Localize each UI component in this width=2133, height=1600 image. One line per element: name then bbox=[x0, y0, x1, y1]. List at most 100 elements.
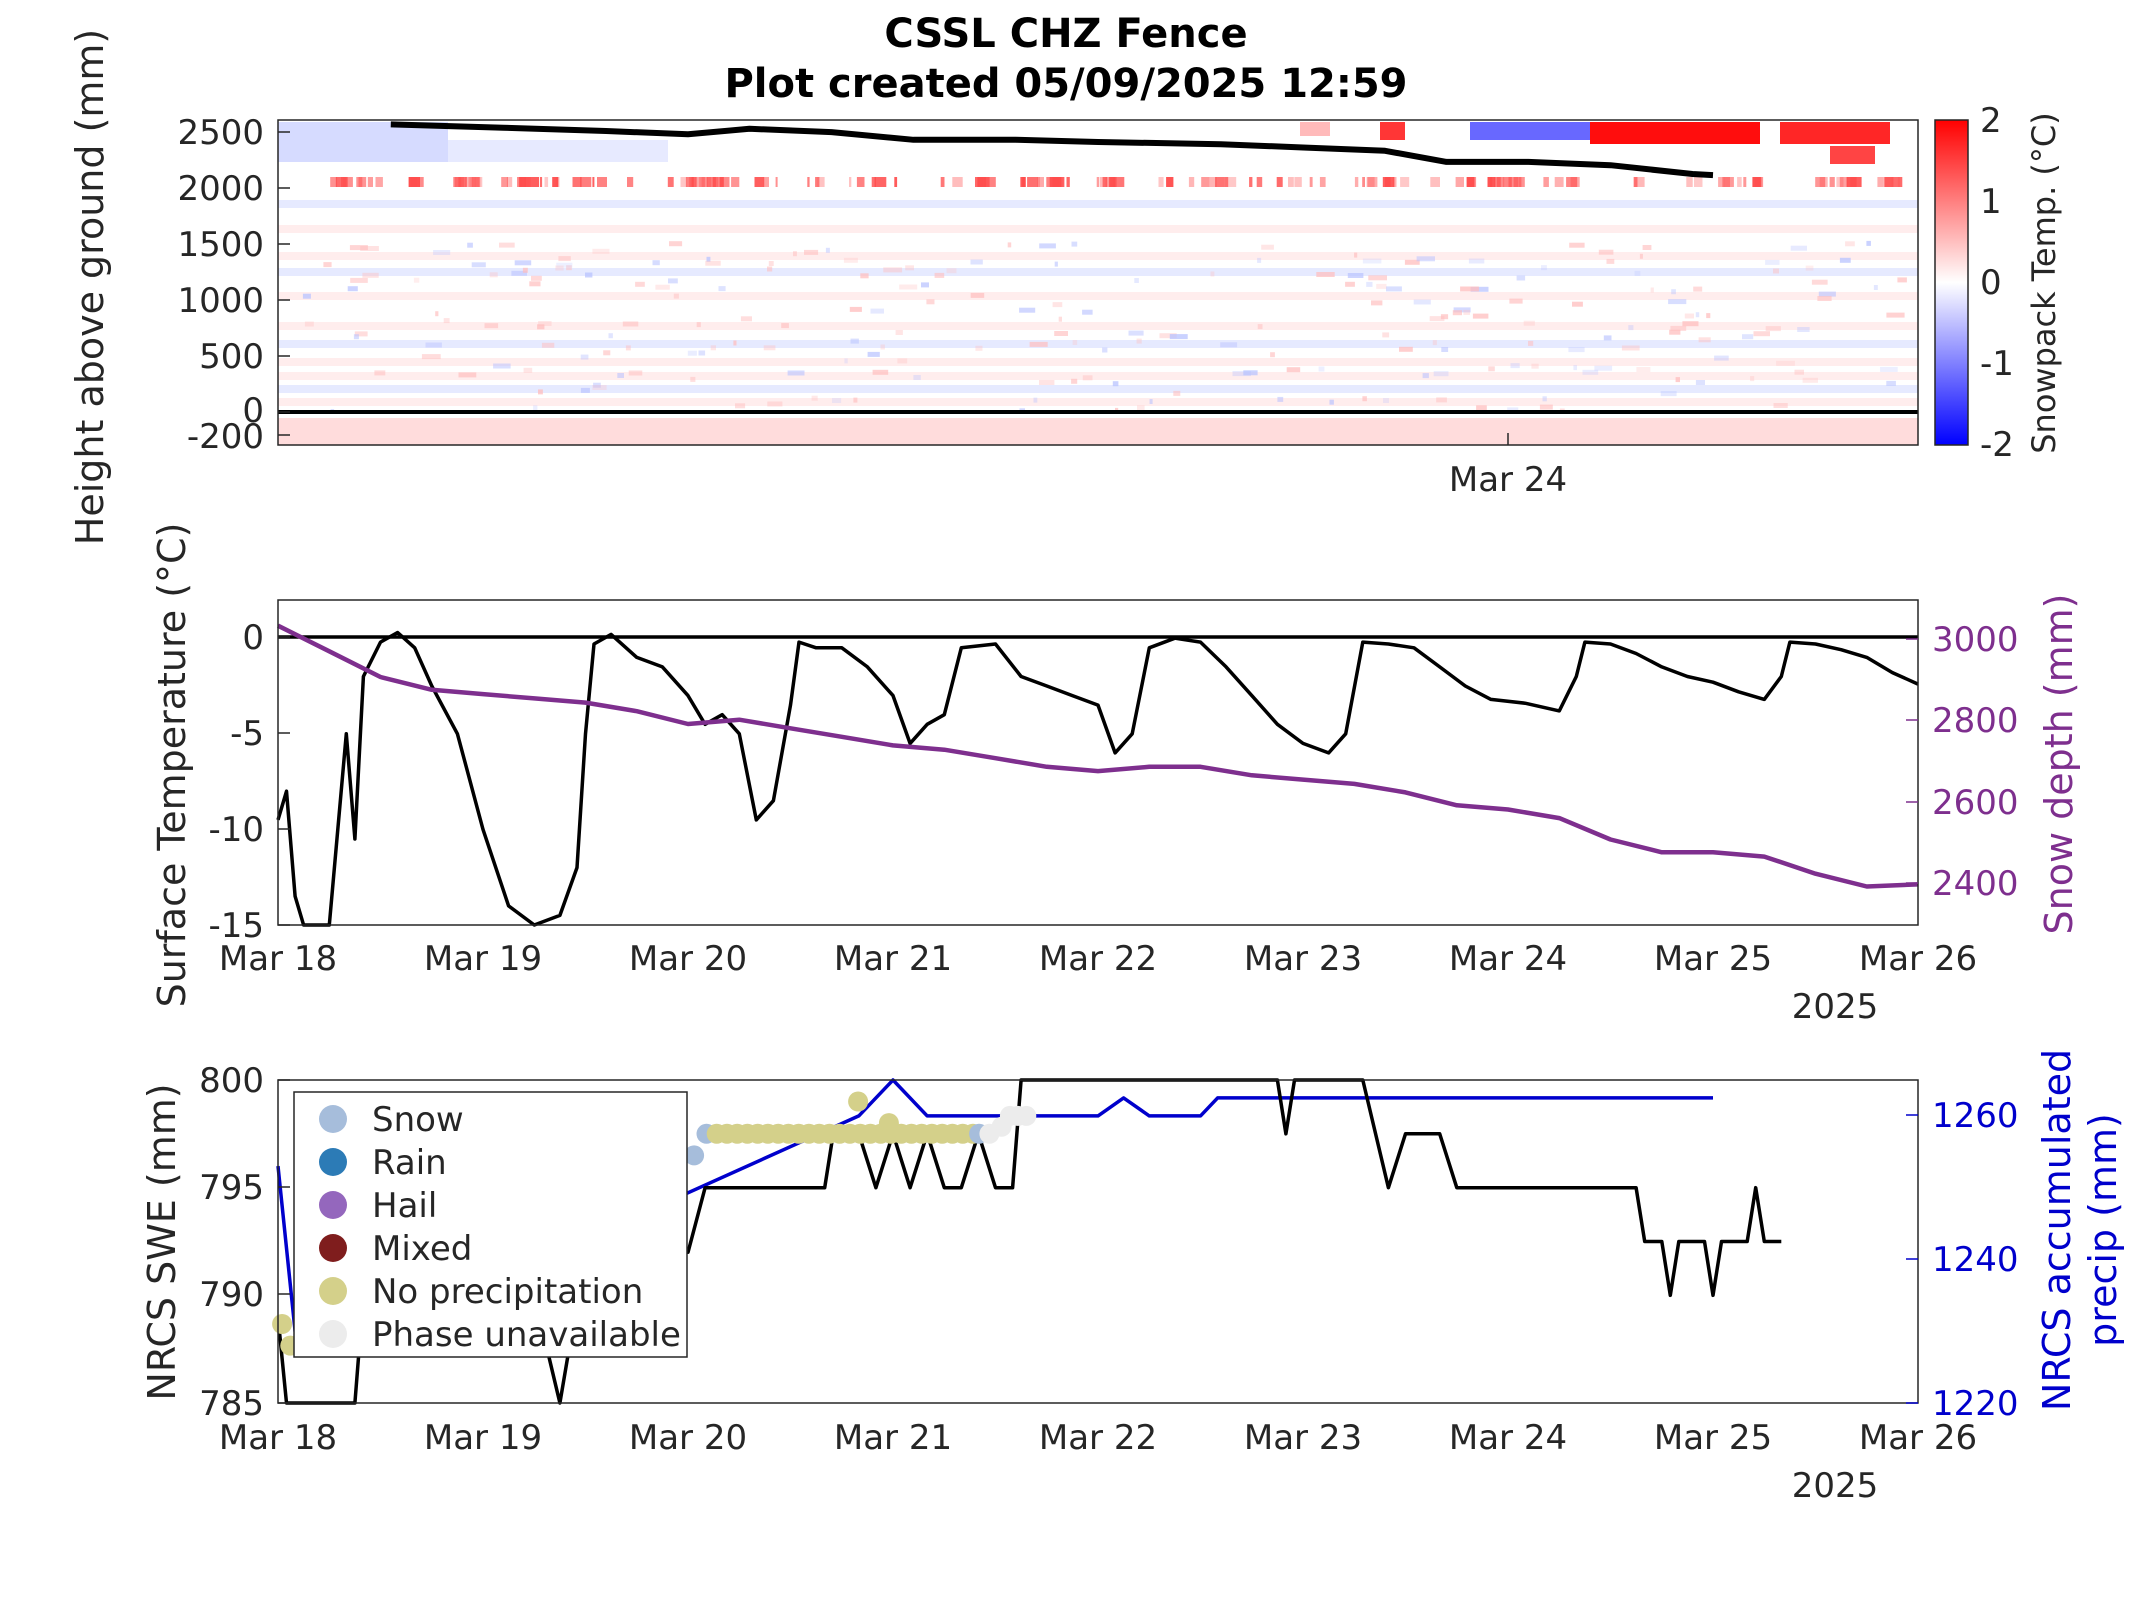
colorbar-tick-label: 2 bbox=[1980, 101, 2002, 141]
heatmap-cell bbox=[1590, 122, 1760, 144]
heatmap-cell bbox=[1039, 380, 1055, 385]
heatmap-cell bbox=[1362, 396, 1367, 402]
heatmap-cell bbox=[1188, 177, 1195, 187]
nrcs-x-ticks: Mar 18 Mar 19 Mar 20 Mar 21 Mar 22 Mar 2… bbox=[219, 1418, 1977, 1458]
heatmap-cell bbox=[913, 375, 921, 380]
heatmap-cell bbox=[921, 282, 929, 288]
heatmap-cell bbox=[1354, 252, 1358, 258]
nrcs-x-tick-label: Mar 23 bbox=[1244, 1418, 1362, 1458]
legend-marker-mixed bbox=[319, 1234, 347, 1262]
heatmap-cell bbox=[767, 401, 783, 407]
heatmap-cell bbox=[1007, 242, 1012, 248]
snow-depth-y-ticks: 3000 2800 2600 2400 bbox=[1906, 620, 2019, 904]
temperature-x-tick-label: Mar 23 bbox=[1244, 939, 1362, 979]
heatmap-cell bbox=[1490, 177, 1496, 187]
heatmap-cell bbox=[1215, 177, 1225, 187]
heatmap-cell bbox=[506, 177, 513, 187]
heatmap-cell bbox=[1830, 146, 1875, 164]
heatmap-cell bbox=[872, 369, 889, 375]
heatmap-cell bbox=[489, 272, 498, 278]
precip-y-tick-label: 1240 bbox=[1932, 1240, 2019, 1280]
heatmap-cell bbox=[493, 363, 511, 369]
precip-y-tick-label: 1220 bbox=[1932, 1384, 2019, 1424]
heatmap-cell bbox=[1276, 177, 1283, 187]
heatmap-cell bbox=[1794, 369, 1804, 375]
heatmap-cell bbox=[1811, 279, 1828, 285]
nrcs-x-year-label: 2025 bbox=[1792, 1466, 1879, 1506]
legend-marker-no-precipitation bbox=[319, 1277, 347, 1305]
heatmap-cell bbox=[278, 358, 1918, 366]
heatmap-cell bbox=[1318, 366, 1325, 372]
snow-depth-line bbox=[276, 623, 1919, 889]
heatmap-cell bbox=[1817, 296, 1832, 301]
heatmap-cell bbox=[580, 387, 590, 393]
heatmap-cell bbox=[374, 370, 386, 376]
heatmap-cell bbox=[1134, 278, 1139, 283]
swe-y-axis-label: NRCS SWE (mm) bbox=[140, 1083, 184, 1400]
heatmap-cell bbox=[1366, 177, 1378, 187]
heatmap-cell bbox=[1173, 390, 1181, 396]
heatmap-cell bbox=[1453, 307, 1471, 313]
heatmap-cell bbox=[1368, 275, 1387, 281]
heatmap-cell bbox=[1598, 249, 1614, 255]
heatmap-cell bbox=[467, 242, 473, 248]
heatmap-cell bbox=[1066, 177, 1070, 187]
heatmap-cell bbox=[1671, 289, 1676, 295]
legend-item-rain: Rain bbox=[319, 1143, 447, 1183]
heatmap-cell bbox=[874, 177, 887, 187]
heatmap-cell bbox=[278, 372, 1918, 380]
temperature-y-axis-label: Surface Temperature (°C) bbox=[150, 523, 194, 1008]
heatmap-cell bbox=[302, 293, 311, 299]
panel-temperature: 0 -5 -10 -15 3000 2800 2600 2400 Mar 18 … bbox=[150, 523, 2081, 1027]
heatmap-cell bbox=[518, 177, 530, 187]
heatmap-cell bbox=[1594, 365, 1613, 371]
heatmap-cells bbox=[278, 122, 1918, 445]
heatmap-cell bbox=[860, 273, 869, 279]
heatmap-cell bbox=[375, 177, 383, 187]
heatmap-cell bbox=[1714, 355, 1729, 361]
heatmap-cell bbox=[433, 250, 451, 255]
heatmap-cell bbox=[362, 272, 379, 278]
heatmap-cell bbox=[1052, 302, 1063, 308]
heatmap-cell bbox=[1543, 177, 1549, 187]
heatmap-cell bbox=[1846, 177, 1857, 187]
heatmap-cell bbox=[1750, 376, 1755, 382]
heatmap-cell bbox=[552, 177, 558, 187]
heatmap-cell bbox=[1294, 177, 1302, 187]
temperature-x-tick-label: Mar 21 bbox=[834, 939, 952, 979]
legend-item-mixed: Mixed bbox=[319, 1229, 472, 1269]
heatmap-cell bbox=[1309, 177, 1313, 187]
colorbar-ticks: 2 1 0 -1 -2 bbox=[1980, 101, 2014, 465]
heatmap-cell bbox=[1413, 299, 1431, 305]
phase-marker-snow bbox=[684, 1145, 705, 1166]
heatmap-cell bbox=[463, 177, 468, 187]
heatmap-cell bbox=[1054, 331, 1068, 336]
phase-marker-no-precipitation bbox=[848, 1091, 869, 1112]
precip-y-axis-label-line2: precip (mm) bbox=[2081, 1113, 2125, 1347]
colorbar-tick-label: 0 bbox=[1980, 263, 2002, 303]
heatmap-cell bbox=[1019, 307, 1036, 313]
heatmap-cell bbox=[558, 256, 571, 262]
legend-label: Hail bbox=[372, 1186, 437, 1226]
heatmap-cell bbox=[899, 284, 918, 290]
heatmap-cell bbox=[1436, 397, 1447, 403]
phase-marker-no-precipitation bbox=[272, 1314, 293, 1334]
panel-snowpack: 2500 2000 1500 1000 500 0 -200 Mar 24 He… bbox=[68, 29, 2063, 546]
heatmap-cell bbox=[1472, 313, 1489, 319]
heatmap-cell bbox=[1815, 177, 1826, 187]
heatmap-cell bbox=[1873, 285, 1878, 290]
heatmap-cell bbox=[555, 265, 564, 271]
snowpack-y-tick-label: 1000 bbox=[177, 281, 264, 321]
heatmap-cell bbox=[1096, 177, 1100, 187]
heatmap-cell bbox=[1392, 177, 1397, 187]
heatmap-cell bbox=[1416, 256, 1435, 262]
heatmap-cell bbox=[719, 177, 724, 187]
heatmap-cell bbox=[763, 345, 776, 351]
heatmap-cell bbox=[867, 351, 880, 357]
heatmap-cell bbox=[1516, 275, 1526, 281]
heatmap-cell bbox=[1039, 243, 1056, 249]
heatmap-cell bbox=[1224, 177, 1229, 187]
heatmap-cell bbox=[580, 177, 592, 187]
legend-label: Phase unavailable bbox=[372, 1315, 681, 1355]
